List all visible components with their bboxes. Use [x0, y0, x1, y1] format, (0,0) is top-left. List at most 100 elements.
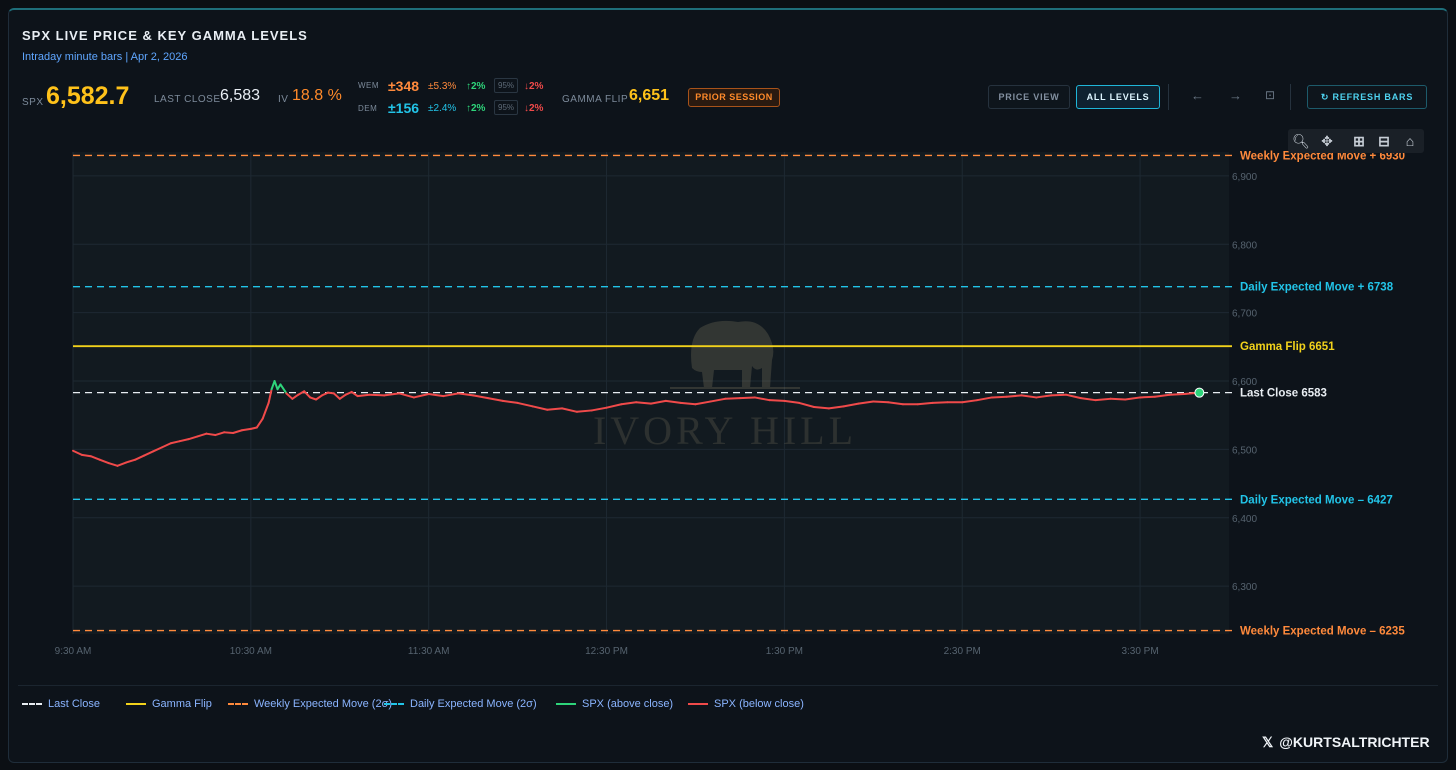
x-tick-label: 2:30 PM	[944, 646, 981, 657]
spx-segment	[134, 454, 146, 461]
x-tick-label: 10:30 AM	[230, 646, 272, 657]
legend-swatch	[556, 703, 576, 706]
gamma-flip-label: GAMMA FLIP	[562, 94, 629, 105]
spx-segment	[160, 442, 172, 449]
spx-segment	[368, 393, 386, 397]
spx-segment	[857, 400, 875, 405]
spx-segment	[187, 435, 199, 441]
spx-segment	[1109, 397, 1127, 401]
legend-item[interactable]: SPX (above close)	[556, 698, 673, 710]
toolbar-divider	[1168, 84, 1169, 110]
spx-segment	[261, 401, 270, 420]
spx-segment	[223, 431, 235, 434]
spx-segment	[842, 402, 860, 408]
spx-segment	[291, 393, 300, 400]
level-label: Daily Expected Move + 6738	[1240, 282, 1394, 294]
legend-item[interactable]: Weekly Expected Move (2σ)	[228, 698, 392, 710]
pan-icon[interactable]: ✥	[1321, 133, 1333, 149]
home-icon[interactable]: ⌂	[1405, 133, 1415, 149]
spx-segment	[143, 450, 155, 457]
zoom-in-icon[interactable]: ⊞	[1353, 133, 1365, 149]
y-axis-labels: 6,900 6,800 6,700 6,600 6,500 6,400 6,300	[1232, 172, 1257, 593]
price-view-button[interactable]: PRICE VIEW	[988, 85, 1070, 109]
spx-segment	[285, 392, 294, 400]
spx-segment	[1094, 397, 1112, 402]
gamma-flip-value: 6,651	[629, 87, 670, 104]
spx-segment	[472, 394, 489, 400]
spx-segment	[1035, 394, 1053, 399]
spx-segment	[724, 397, 741, 400]
spx-value: 6,582.7	[46, 82, 130, 110]
spx-label: SPX	[22, 97, 44, 108]
forward-icon[interactable]: →	[1229, 88, 1242, 103]
back-icon[interactable]: ←	[1191, 88, 1204, 103]
spx-segment	[650, 399, 667, 405]
legend-item[interactable]: SPX (below close)	[688, 698, 804, 710]
legend-swatch	[22, 703, 42, 706]
all-levels-button[interactable]: ALL LEVELS	[1076, 85, 1160, 109]
spx-segment	[457, 392, 475, 397]
spx-segment	[738, 396, 756, 400]
last-close-label: LAST CLOSE	[154, 94, 221, 105]
legend-item[interactable]: Last Close	[22, 698, 100, 710]
legend-swatch	[126, 703, 146, 706]
author-handle: 𝕏 @KURTSALTRICHTER	[1262, 734, 1430, 751]
spx-segment	[214, 431, 226, 437]
dem-pct: ±2.4%	[428, 103, 457, 114]
spx-segment	[273, 380, 279, 391]
spx-segment	[679, 401, 697, 406]
zoom-icon[interactable]: 🔍︎	[1292, 133, 1310, 149]
spx-segment	[344, 390, 353, 396]
prior-session-badge[interactable]: PRIOR SESSION	[688, 88, 780, 107]
legend-label: SPX (above close)	[582, 698, 674, 710]
chart-modebar: 🔍︎ ✥ ⊞ ⊟ ⌂	[1288, 129, 1424, 153]
spx-segment	[297, 390, 306, 396]
y-tick-label: 6,900	[1232, 172, 1257, 183]
spx-segment	[412, 393, 430, 399]
spx-segment	[620, 401, 638, 406]
legend-swatch	[688, 703, 708, 706]
spx-segment	[1079, 397, 1097, 402]
spx-segment	[1168, 393, 1186, 396]
dem-label: DEM	[358, 104, 378, 113]
level-label: Daily Expected Move – 6427	[1240, 494, 1393, 506]
spx-segment	[798, 401, 816, 409]
spx-segment	[205, 432, 217, 437]
spx-segment	[107, 462, 119, 467]
x-tick-label: 11:30 AM	[408, 646, 450, 657]
zoom-out-icon[interactable]: ⊟	[1378, 133, 1390, 149]
spx-segment	[931, 401, 949, 404]
wem-value: ±348	[388, 78, 420, 94]
y-tick-label: 6,700	[1232, 309, 1257, 320]
spx-segment	[1153, 393, 1171, 398]
spx-segment	[98, 458, 110, 465]
dem-up: ↑2%	[466, 103, 486, 114]
spx-segment	[152, 446, 163, 453]
spx-segment	[990, 395, 1008, 399]
x-axis-labels: 9:30 AM 10:30 AM 11:30 AM 12:30 PM 1:30 PM 2:…	[55, 646, 1159, 657]
legend-item[interactable]: Daily Expected Move (2σ)	[384, 698, 537, 710]
spx-segment	[350, 390, 359, 398]
legend-label: Daily Expected Move (2σ)	[410, 698, 537, 710]
price-chart: IVORY HILL 6,900 6,800 6,700 6,600 6,500 6,40…	[55, 150, 1406, 657]
page-title: SPX LIVE PRICE & KEY GAMMA LEVELS	[22, 28, 308, 43]
legend-label: Weekly Expected Move (2σ)	[254, 698, 393, 710]
handle-text[interactable]: @KURTSALTRICHTER	[1279, 734, 1430, 750]
spx-segment	[398, 392, 415, 399]
expand-icon[interactable]: ⊡	[1265, 88, 1276, 102]
y-tick-label: 6,800	[1232, 240, 1257, 251]
spx-segment	[332, 392, 341, 400]
y-tick-label: 6,400	[1232, 514, 1257, 525]
x-logo-icon: 𝕏	[1262, 734, 1274, 750]
legend-item[interactable]: Gamma Flip	[126, 698, 212, 710]
watermark-logo	[670, 320, 800, 389]
spx-segment	[80, 453, 92, 458]
spx-segment	[1020, 394, 1038, 399]
wem-up: ↑2%	[466, 81, 486, 92]
spx-segment	[753, 396, 771, 402]
refresh-bars-button[interactable]: ↻ REFRESH BARS	[1307, 85, 1427, 109]
level-label: Weekly Expected Move + 6930	[1240, 150, 1405, 162]
spx-segment	[442, 392, 460, 398]
spx-segment	[709, 397, 727, 403]
legend-swatch	[384, 703, 404, 706]
